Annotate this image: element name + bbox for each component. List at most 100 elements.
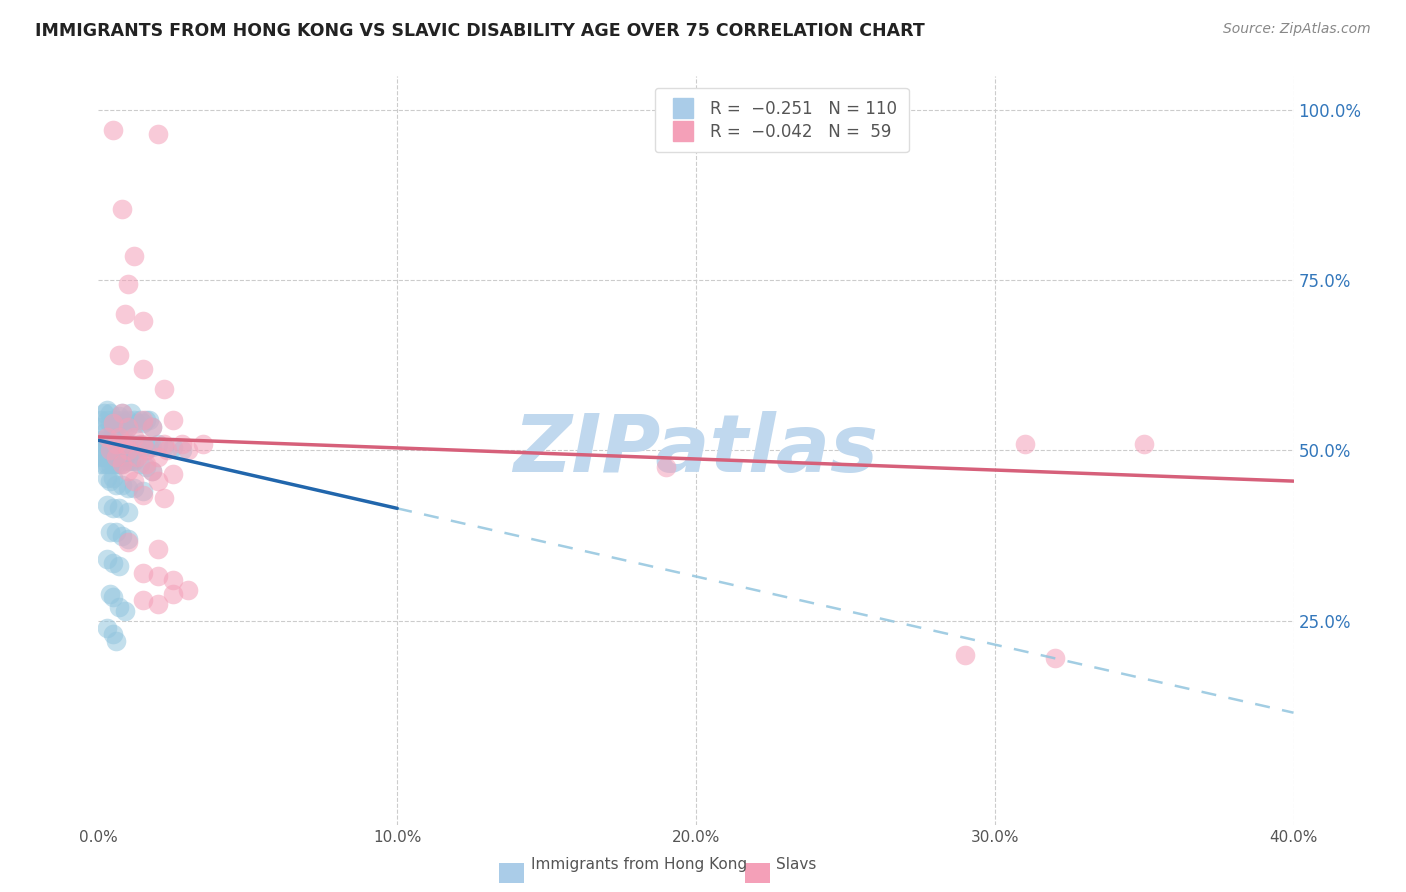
Point [98,443,122,458]
Point [93,436,115,450]
Point [98,586,122,600]
Text: ZIPatlas: ZIPatlas [513,411,879,490]
Point [124,430,146,444]
Point [108,416,131,430]
Point [111,406,134,420]
Point [114,436,136,450]
Point [127,450,149,465]
Point [177,443,200,458]
Point [90,419,112,434]
Point [141,464,163,478]
Point [117,436,139,450]
Point [117,505,139,519]
Point [127,440,149,454]
Point [103,440,125,454]
Point [124,453,146,467]
Point [111,457,134,471]
Point [132,593,155,607]
Point [103,434,125,448]
Point [105,436,128,450]
Point [103,457,125,471]
Point [153,440,176,454]
Point [129,457,152,471]
Point [96,457,118,471]
Point [117,453,139,467]
Point [132,484,155,499]
Point [132,314,155,328]
Point [90,434,112,448]
Point [96,498,118,512]
Point [105,443,128,458]
Point [108,457,131,471]
Point [124,249,146,263]
Point [103,416,125,430]
Point [162,440,184,454]
Point [103,416,125,430]
Point [108,559,131,574]
Point [111,443,134,458]
Point [103,450,125,465]
Point [111,202,134,216]
Point [103,423,125,437]
Point [148,450,170,465]
Point [93,457,115,471]
Legend: R =  −0.251   N = 110, R =  −0.042   N =  59: R = −0.251 N = 110, R = −0.042 N = 59 [655,88,908,153]
Point [96,434,118,448]
Point [105,450,128,465]
Point [120,406,142,420]
Point [114,450,136,465]
Point [111,477,134,491]
Point [132,416,155,430]
Point [98,457,122,471]
Point [96,552,118,566]
Point [172,436,194,450]
Point [132,566,155,580]
Point [105,634,128,648]
Point [105,477,128,491]
Point [117,481,139,495]
Point [148,569,170,583]
Point [103,471,125,485]
Point [98,450,122,465]
Point [135,413,157,427]
Point [96,471,118,485]
Point [138,440,160,454]
Point [132,413,155,427]
Point [108,450,131,465]
Point [117,532,139,546]
Point [108,443,131,458]
Point [124,413,146,427]
Point [98,406,122,420]
Point [132,436,155,450]
Point [105,450,128,465]
Point [111,406,134,420]
Point [98,525,122,540]
Point [135,460,157,475]
Point [148,127,170,141]
Point [148,597,170,611]
Point [153,382,176,396]
Point [90,440,112,454]
Point [111,457,134,471]
Point [96,440,118,454]
Point [108,409,131,424]
Point [153,491,176,505]
Point [1043,651,1066,665]
Point [153,436,176,450]
Point [148,436,170,450]
Point [162,467,184,482]
Point [93,443,115,458]
Point [96,402,118,417]
Text: Source: ZipAtlas.com: Source: ZipAtlas.com [1223,22,1371,37]
Point [111,413,134,427]
Point [105,457,128,471]
Point [103,556,125,570]
Point [103,123,125,137]
Point [953,648,976,662]
Point [90,457,112,471]
Point [96,430,118,444]
Point [138,413,160,427]
Point [135,457,157,471]
Point [117,443,139,458]
Point [105,525,128,540]
